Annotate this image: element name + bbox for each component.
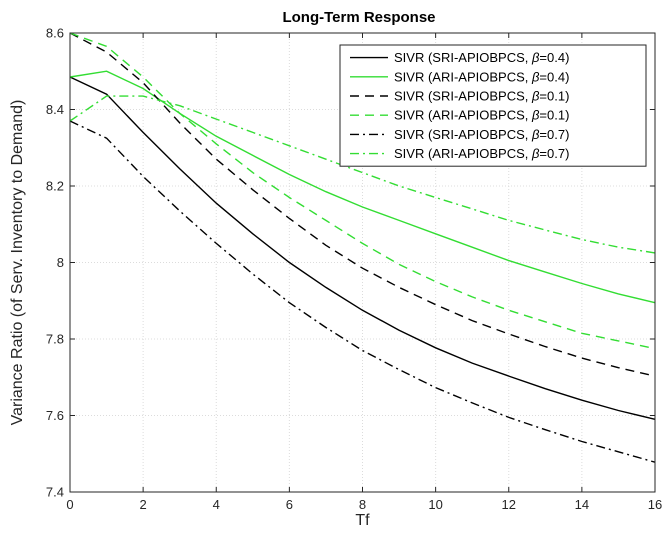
x-axis-ticks: 0 2 4 6 8 10 12 14 16 (66, 33, 662, 512)
legend-entry-beta: β (531, 127, 540, 142)
y-tick-label: 7.4 (46, 485, 64, 500)
legend-entry-6: SIVR (ARI-APIOBPCS, β=0.7) (394, 146, 569, 161)
legend-entry-suffix: =0.4) (539, 50, 569, 65)
x-tick-label: 12 (502, 497, 516, 512)
legend-entry-2: SIVR (ARI-APIOBPCS, β=0.4) (394, 69, 569, 84)
x-axis-label: Tf (355, 512, 370, 529)
legend-entry-beta: β (531, 146, 540, 161)
y-axis-label: Variance Ratio (of Serv. Inventory to De… (9, 100, 26, 426)
y-tick-label: 8.4 (46, 102, 64, 117)
legend-box (339, 44, 647, 167)
y-tick-label: 7.6 (46, 408, 64, 423)
legend: SIVR (SRI-APIOBPCS, β=0.4)SIVR (ARI-APIO… (339, 44, 647, 167)
legend-entry-3: SIVR (SRI-APIOBPCS, β=0.1) (394, 89, 569, 104)
legend-entry-prefix: SIVR (SRI-APIOBPCS, (394, 89, 532, 104)
series-layer (69, 32, 656, 463)
x-tick-label: 14 (575, 497, 589, 512)
y-axis-ticks: 7.4 7.6 7.8 8 8.2 8.4 8.6 (46, 26, 655, 500)
legend-entry-prefix: SIVR (ARI-APIOBPCS, (394, 146, 532, 161)
legend-entry-suffix: =0.4) (539, 69, 569, 84)
y-tick-label: 8 (57, 255, 64, 270)
legend-entry-prefix: SIVR (SRI-APIOBPCS, (394, 50, 532, 65)
series-line-5 (69, 120, 656, 463)
legend-entry-beta: β (531, 69, 540, 84)
series-line-3 (69, 32, 656, 377)
series-line-4 (69, 32, 656, 350)
x-tick-label: 8 (359, 497, 366, 512)
series-line-6 (69, 95, 656, 254)
legend-entry-1: SIVR (SRI-APIOBPCS, β=0.4) (394, 50, 569, 65)
x-tick-label: 0 (66, 497, 73, 512)
y-tick-label: 7.8 (46, 332, 64, 347)
legend-entry-5: SIVR (SRI-APIOBPCS, β=0.7) (394, 127, 569, 142)
x-tick-label: 6 (286, 497, 293, 512)
y-tick-label: 8.6 (46, 26, 64, 41)
legend-entry-suffix: =0.1) (539, 89, 569, 104)
series-line-2 (69, 70, 656, 304)
chart-title: Long-Term Response (282, 9, 435, 26)
legend-entry-beta: β (531, 50, 540, 65)
legend-entry-suffix: =0.1) (539, 108, 569, 123)
legend-entry-prefix: SIVR (ARI-APIOBPCS, (394, 108, 532, 123)
legend-entry-suffix: =0.7) (539, 146, 569, 161)
legend-entry-suffix: =0.7) (539, 127, 569, 142)
legend-entry-prefix: SIVR (ARI-APIOBPCS, (394, 69, 532, 84)
x-tick-label: 2 (140, 497, 147, 512)
legend-entry-4: SIVR (ARI-APIOBPCS, β=0.1) (394, 108, 569, 123)
x-tick-label: 4 (213, 497, 220, 512)
y-tick-label: 8.2 (46, 179, 64, 194)
x-tick-label: 10 (428, 497, 442, 512)
legend-entry-beta: β (531, 89, 540, 104)
legend-entry-beta: β (531, 108, 540, 123)
legend-entry-prefix: SIVR (SRI-APIOBPCS, (394, 127, 532, 142)
x-tick-label: 16 (648, 497, 662, 512)
series-line-1 (69, 76, 656, 420)
